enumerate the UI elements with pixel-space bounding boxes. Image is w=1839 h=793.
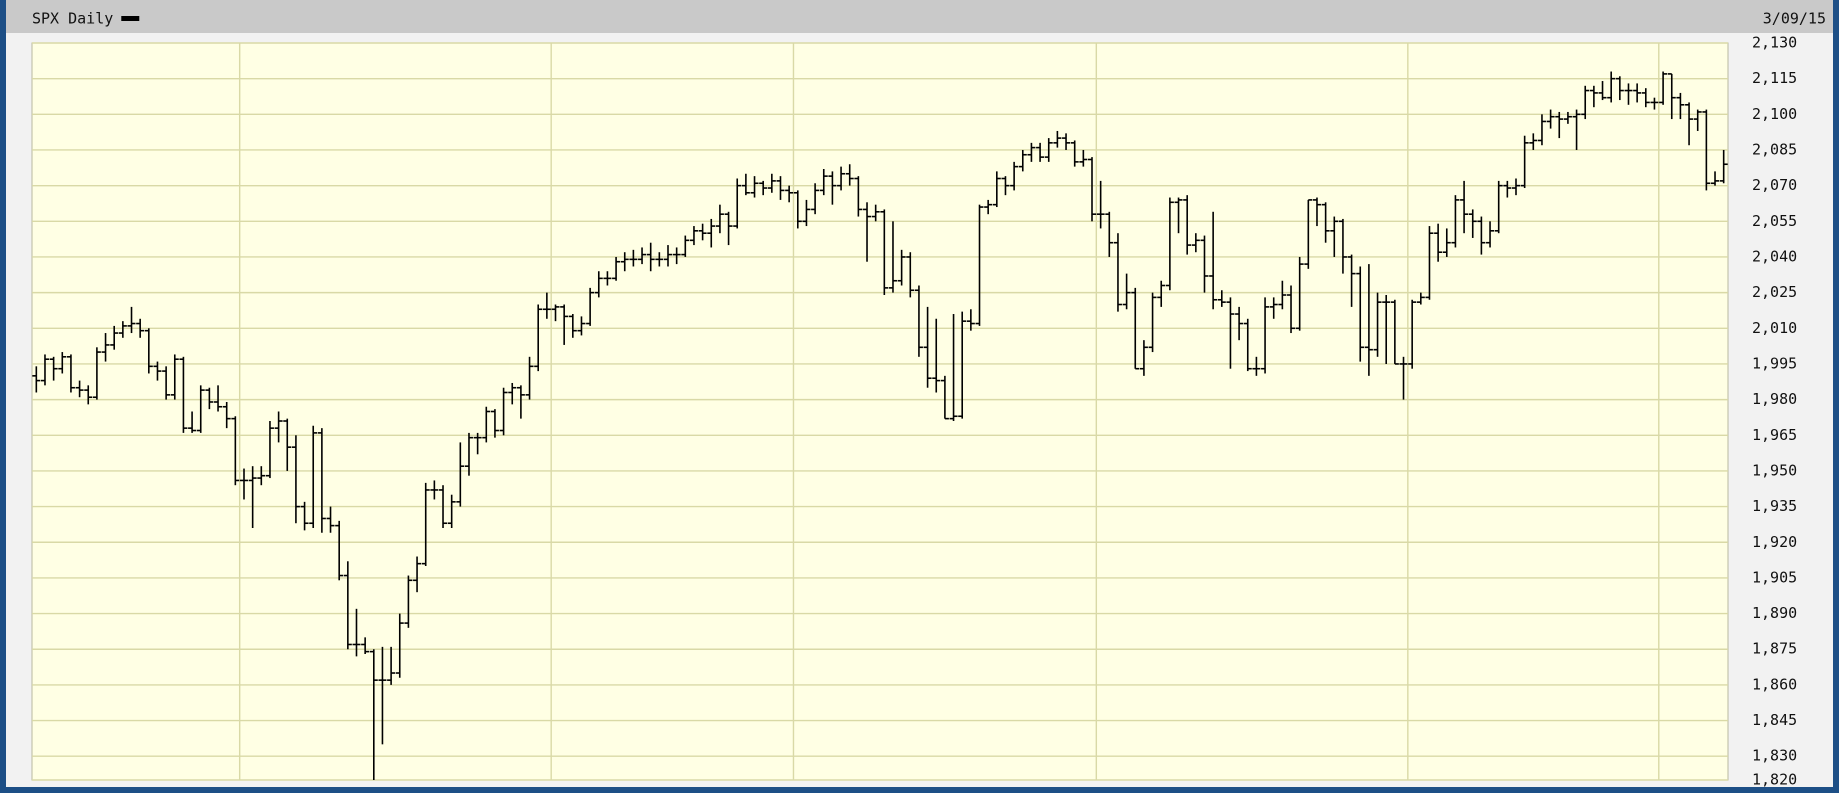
plot-area <box>31 42 1729 781</box>
y-tick-label: 1,980 <box>1752 390 1797 408</box>
y-tick-label: 1,935 <box>1752 497 1797 515</box>
y-tick-label: 1,905 <box>1752 568 1797 586</box>
y-tick-label: 1,830 <box>1752 747 1797 765</box>
y-tick-label: 2,115 <box>1752 69 1797 87</box>
y-tick-label: 1,965 <box>1752 426 1797 444</box>
y-tick-label: 1,890 <box>1752 604 1797 622</box>
header-bar <box>6 0 1833 33</box>
y-tick-label: 2,130 <box>1752 34 1797 52</box>
legend-swatch <box>121 16 140 21</box>
y-tick-label: 2,070 <box>1752 176 1797 194</box>
y-tick-label: 2,040 <box>1752 247 1797 265</box>
y-tick-label: 2,010 <box>1752 319 1797 337</box>
date-label: 3/09/15 <box>1763 10 1826 28</box>
y-tick-label: 1,875 <box>1752 640 1797 658</box>
y-tick-label: 2,025 <box>1752 283 1797 301</box>
y-tick-label: 2,100 <box>1752 105 1797 123</box>
y-tick-label: 2,055 <box>1752 212 1797 230</box>
y-tick-label: 1,860 <box>1752 675 1797 693</box>
y-tick-label: 2,085 <box>1752 140 1797 158</box>
y-tick-label: 1,950 <box>1752 461 1797 479</box>
y-tick-label: 1,995 <box>1752 354 1797 372</box>
chart: SPX Daily 3/09/15 1,820 1,830 1,845 1,860 1,… <box>6 0 1833 787</box>
chart-window: SPX Daily 3/09/15 1,820 1,830 1,845 1,860 1,… <box>6 0 1833 787</box>
y-tick-label: 1,920 <box>1752 533 1797 551</box>
y-tick-label: 1,820 <box>1752 771 1797 788</box>
y-tick-label: 1,845 <box>1752 711 1797 729</box>
series-name: SPX Daily <box>32 10 113 28</box>
